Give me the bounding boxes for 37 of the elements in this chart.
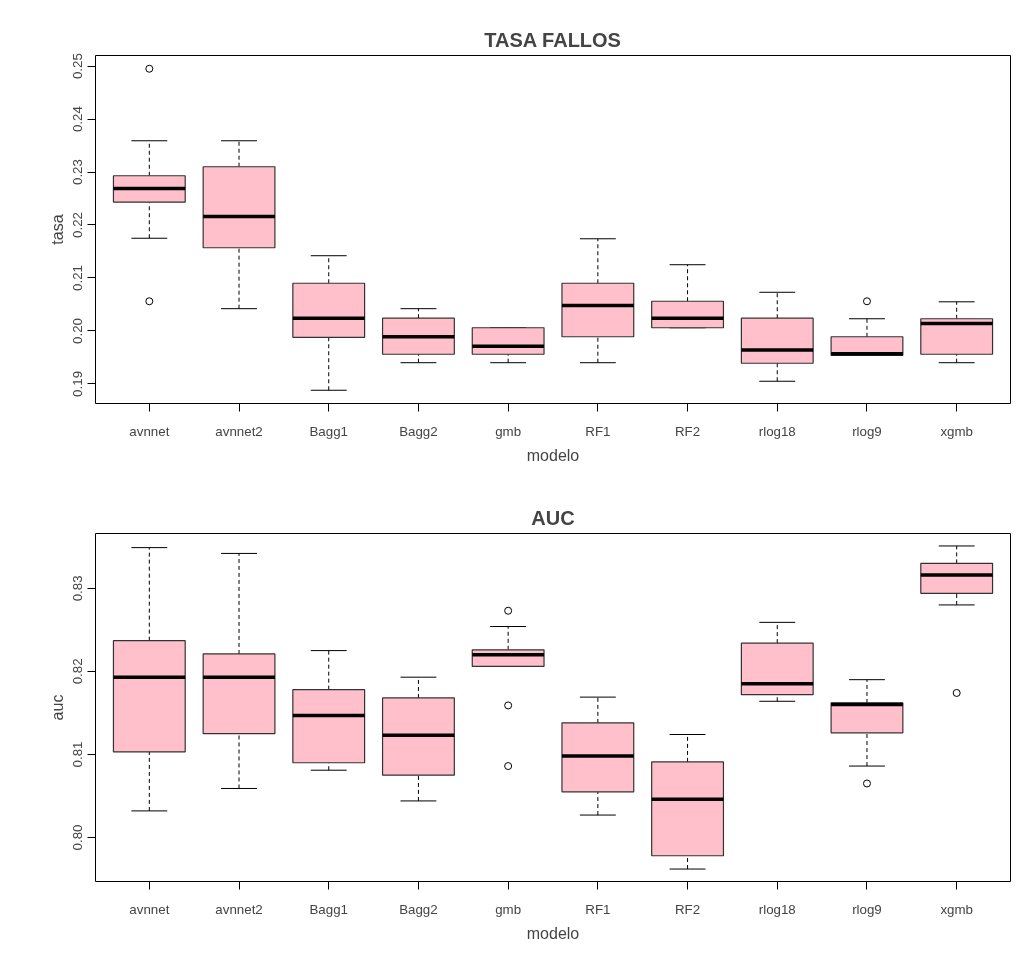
x-axis-title: modelo [526,924,580,942]
y-tick-label: 0.21 [70,264,86,291]
x-tick-label: Bagg2 [399,901,438,917]
y-tick-label: 0.81 [70,741,86,768]
x-axis-title: modelo [526,446,580,464]
x-tick-label: avnnet [129,423,170,439]
x-tick-label: RF2 [674,901,701,917]
y-tick-label: 0.80 [70,824,86,851]
y-tick-label: 0.22 [70,212,86,238]
y-axis-title: tasa [48,214,66,245]
y-tick-label: 0.23 [70,159,86,185]
x-tick-label: avnnet [129,901,170,917]
x-tick-label: rlog9 [852,423,882,439]
x-tick-label: xgmb [940,423,973,439]
x-tick-label: RF2 [674,423,701,439]
x-tick-label: avnnet2 [215,423,263,439]
x-tick-label: xgmb [940,901,973,917]
x-tick-label: rlog18 [758,901,796,917]
y-tick-label: 0.82 [70,658,86,685]
x-tick-label: RF1 [585,901,611,917]
x-tick-label: gmb [495,423,522,439]
chart-title: AUC [531,506,575,529]
chart-title: TASA FALLOS [484,28,621,51]
x-tick-label: Bagg1 [309,901,349,917]
y-tick-label: 0.19 [70,370,86,397]
x-tick-label: Bagg1 [309,423,349,439]
x-tick-label: avnnet2 [215,901,263,917]
y-tick-label: 0.20 [70,317,86,344]
x-tick-label: rlog9 [852,901,882,917]
x-tick-label: gmb [495,901,522,917]
y-axis-title: auc [48,694,66,721]
y-tick-label: 0.83 [70,575,86,602]
x-tick-label: Bagg2 [399,423,438,439]
x-tick-label: RF1 [585,423,611,439]
y-tick-label: 0.24 [70,105,86,133]
x-tick-label: rlog18 [758,423,796,439]
y-tick-label: 0.25 [70,53,86,80]
